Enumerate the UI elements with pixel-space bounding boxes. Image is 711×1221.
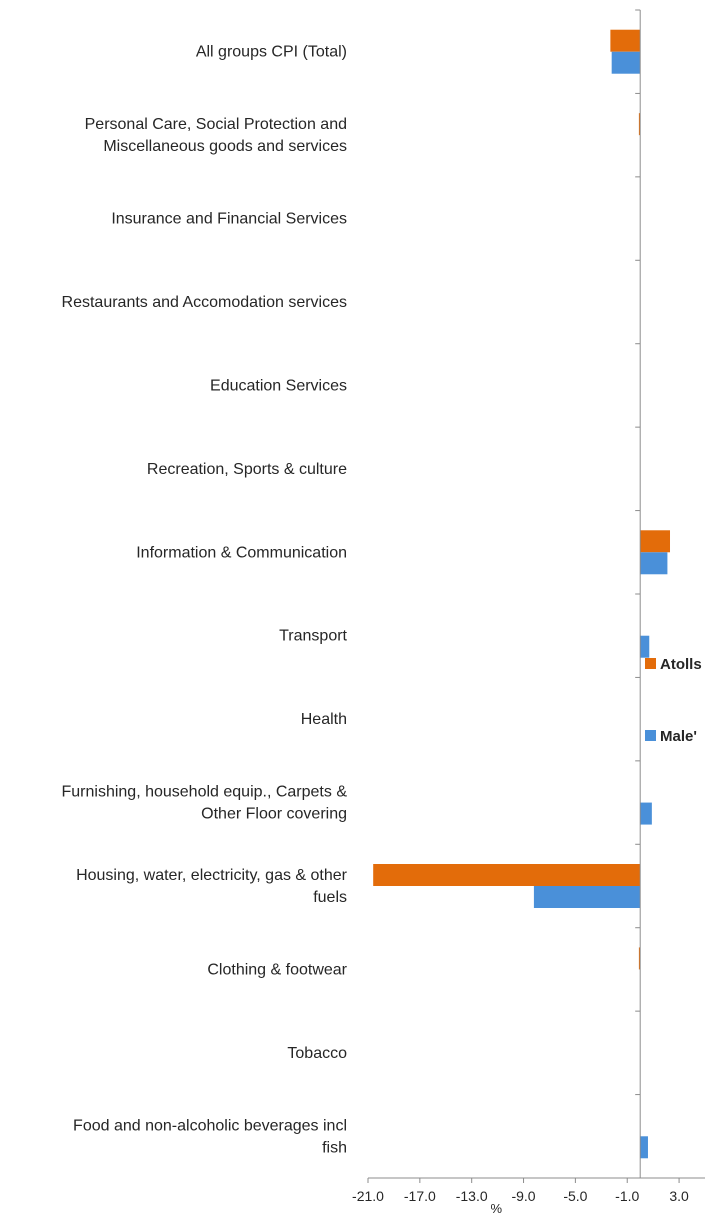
category-label: Other Floor covering <box>201 806 347 823</box>
bar-atolls-0 <box>610 29 641 52</box>
bar-male-7 <box>640 635 650 658</box>
legend-swatch <box>645 658 656 669</box>
bar-atolls-6 <box>640 530 671 553</box>
category-label: Miscellaneous goods and services <box>103 138 347 155</box>
bar-male-9 <box>640 802 652 825</box>
value-tick-label: -9.0 <box>511 1188 535 1204</box>
legend: Atolls Male' <box>645 656 702 745</box>
category-label: Transport <box>279 628 347 645</box>
category-label: Clothing & footwear <box>207 961 347 978</box>
category-label: Recreation, Sports & culture <box>147 461 347 478</box>
legend-label: Atolls <box>660 656 702 673</box>
category-label: Housing, water, electricity, gas & other <box>76 867 348 884</box>
x-axis-title: % <box>491 1201 503 1216</box>
category-label: Food and non-alcoholic beverages incl <box>73 1117 347 1134</box>
value-tick-label: -13.0 <box>456 1188 488 1204</box>
legend-swatch <box>645 730 656 741</box>
axes-layer: -21.0 -17.0 -13.0 -9.0 -5.0 -1.0 3.0% <box>352 9 705 1216</box>
legend-label: Male' <box>660 728 697 745</box>
category-label: fish <box>322 1139 347 1156</box>
bar-male-10 <box>533 886 641 908</box>
value-tick-label: -1.0 <box>615 1188 639 1204</box>
value-tick-label: -21.0 <box>352 1188 384 1204</box>
category-label: Education Services <box>210 377 347 394</box>
category-labels: All groups CPI (Total) Personal Care, Soc… <box>61 44 347 1157</box>
bar-atolls-11 <box>638 947 641 970</box>
value-tick-label: -5.0 <box>563 1188 587 1204</box>
bar-atolls-10 <box>373 864 641 886</box>
category-label: Furnishing, household equip., Carpets & <box>61 784 347 801</box>
category-label: Information & Communication <box>136 544 347 561</box>
bar-male-13 <box>640 1136 648 1159</box>
category-label: fuels <box>313 889 347 906</box>
category-label: Tobacco <box>287 1045 347 1062</box>
category-label: Personal Care, Social Protection and <box>85 116 347 133</box>
category-label: Insurance and Financial Services <box>111 211 347 228</box>
bars-layer <box>373 29 671 1159</box>
bar-male-6 <box>640 552 668 575</box>
category-label: Restaurants and Accomodation services <box>62 294 347 311</box>
bar-atolls-1 <box>638 113 641 136</box>
bar-male-0 <box>611 51 641 74</box>
category-label: Health <box>301 711 347 728</box>
category-label: All groups CPI (Total) <box>196 44 347 61</box>
value-tick-label: -17.0 <box>404 1188 436 1204</box>
value-tick-label: 3.0 <box>669 1188 689 1204</box>
